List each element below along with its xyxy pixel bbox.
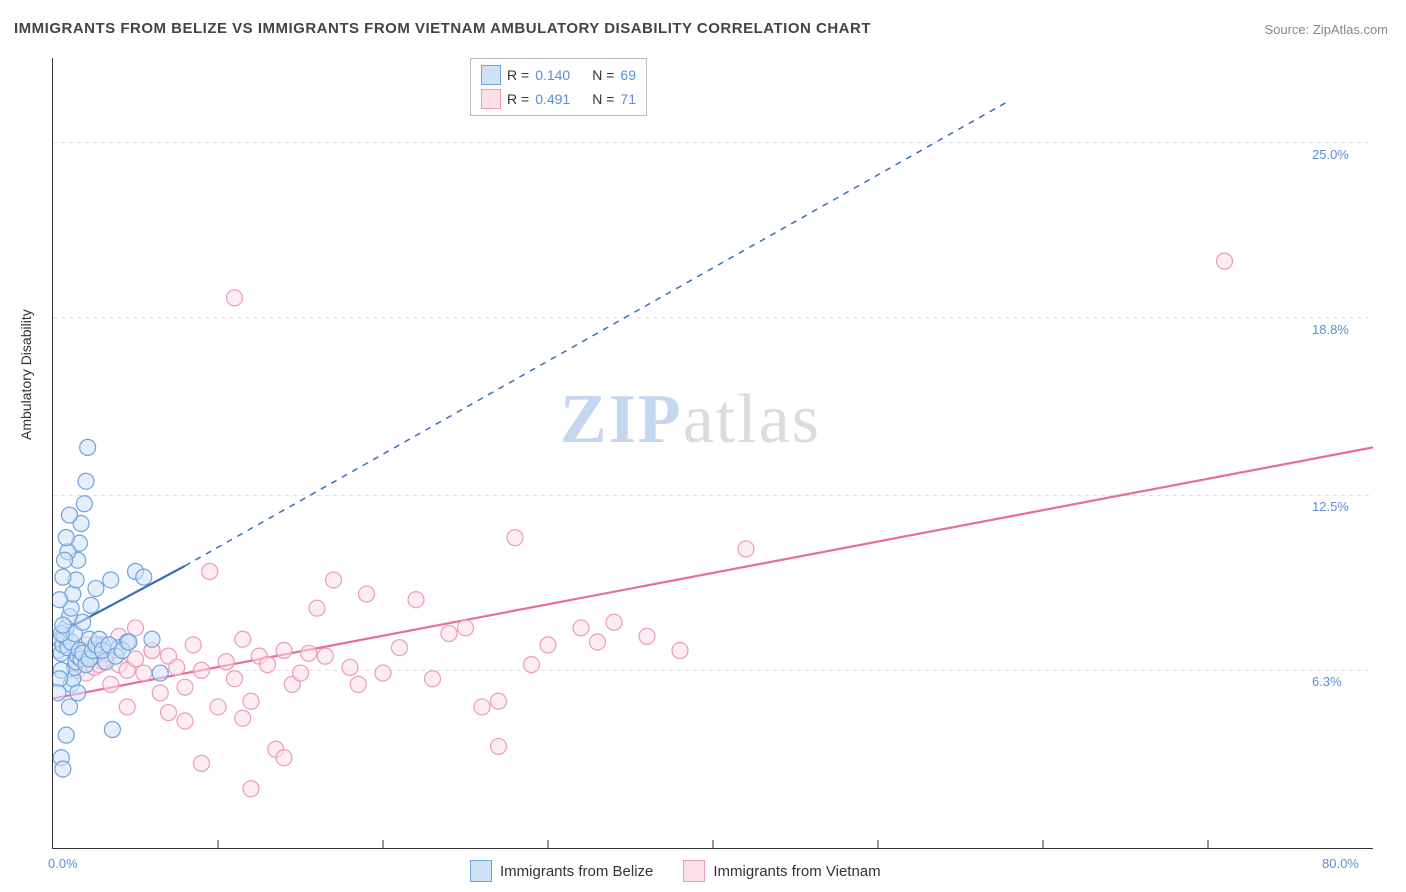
r-value: 0.140: [535, 67, 570, 83]
y-tick-label: 25.0%: [1312, 147, 1349, 162]
y-tick-label: 18.8%: [1312, 322, 1349, 337]
legend-swatch: [481, 89, 501, 109]
x-tick-label: 80.0%: [1322, 856, 1359, 871]
n-value: 71: [620, 91, 636, 107]
legend-swatch: [683, 860, 705, 882]
r-label: R =: [507, 91, 529, 107]
stats-legend-row: R = 0.491 N = 71: [481, 87, 636, 111]
n-label: N =: [592, 91, 614, 107]
r-label: R =: [507, 67, 529, 83]
series-label: Immigrants from Belize: [500, 863, 653, 880]
y-tick-label: 12.5%: [1312, 499, 1349, 514]
x-tick-label: 0.0%: [48, 856, 78, 871]
legend-swatch: [470, 860, 492, 882]
y-tick-label: 6.3%: [1312, 674, 1342, 689]
series-legend-item: Immigrants from Belize: [470, 860, 653, 882]
stats-legend: R = 0.140 N = 69 R = 0.491 N = 71: [470, 58, 647, 116]
legend-swatch: [481, 65, 501, 85]
r-value: 0.491: [535, 91, 570, 107]
source-label: Source: ZipAtlas.com: [1264, 22, 1388, 37]
series-label: Immigrants from Vietnam: [713, 863, 880, 880]
stats-legend-row: R = 0.140 N = 69: [481, 63, 636, 87]
scatter-plot: [52, 58, 1373, 849]
chart-title: IMMIGRANTS FROM BELIZE VS IMMIGRANTS FRO…: [14, 20, 871, 37]
series-legend-item: Immigrants from Vietnam: [683, 860, 880, 882]
n-value: 69: [620, 67, 636, 83]
y-axis-title: Ambulatory Disability: [18, 309, 34, 440]
n-label: N =: [592, 67, 614, 83]
series-legend: Immigrants from Belize Immigrants from Vi…: [470, 860, 881, 882]
